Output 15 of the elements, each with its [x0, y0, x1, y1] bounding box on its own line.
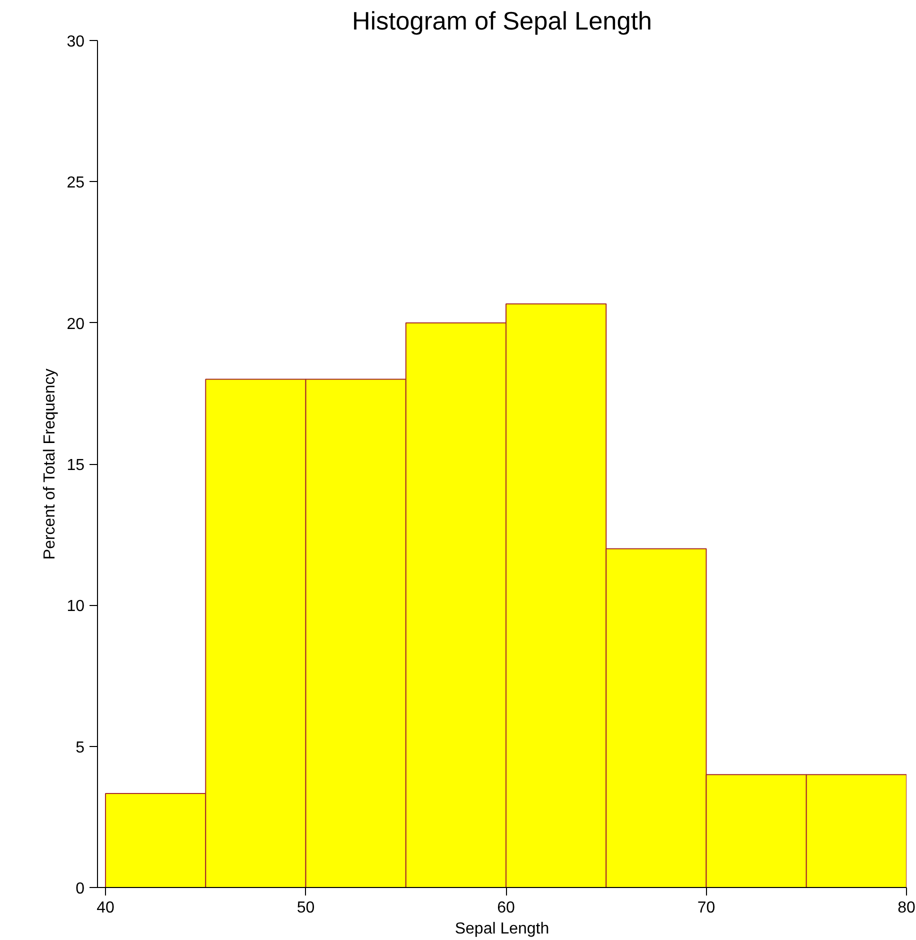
y-tick-label: 15	[66, 457, 85, 474]
chart-title: Histogram of Sepal Length	[352, 8, 652, 36]
y-tick-label: 20	[66, 316, 85, 333]
y-tick-label: 10	[66, 598, 85, 616]
x-tick-label: 70	[697, 900, 716, 916]
x-tick-label: 40	[96, 900, 115, 916]
y-tick-label: 30	[66, 34, 85, 50]
y-axis-title: Percent of Total Frequency	[42, 368, 59, 560]
y-tick-label: 25	[66, 174, 85, 192]
x-tick-label: 60	[497, 900, 516, 916]
x-axis-title: Sepal Length	[454, 920, 550, 938]
x-tick-label: 50	[296, 900, 315, 916]
y-tick-label: 5	[76, 739, 85, 756]
x-tick-label: 80	[898, 900, 916, 916]
y-tick-label: 0	[76, 880, 85, 898]
